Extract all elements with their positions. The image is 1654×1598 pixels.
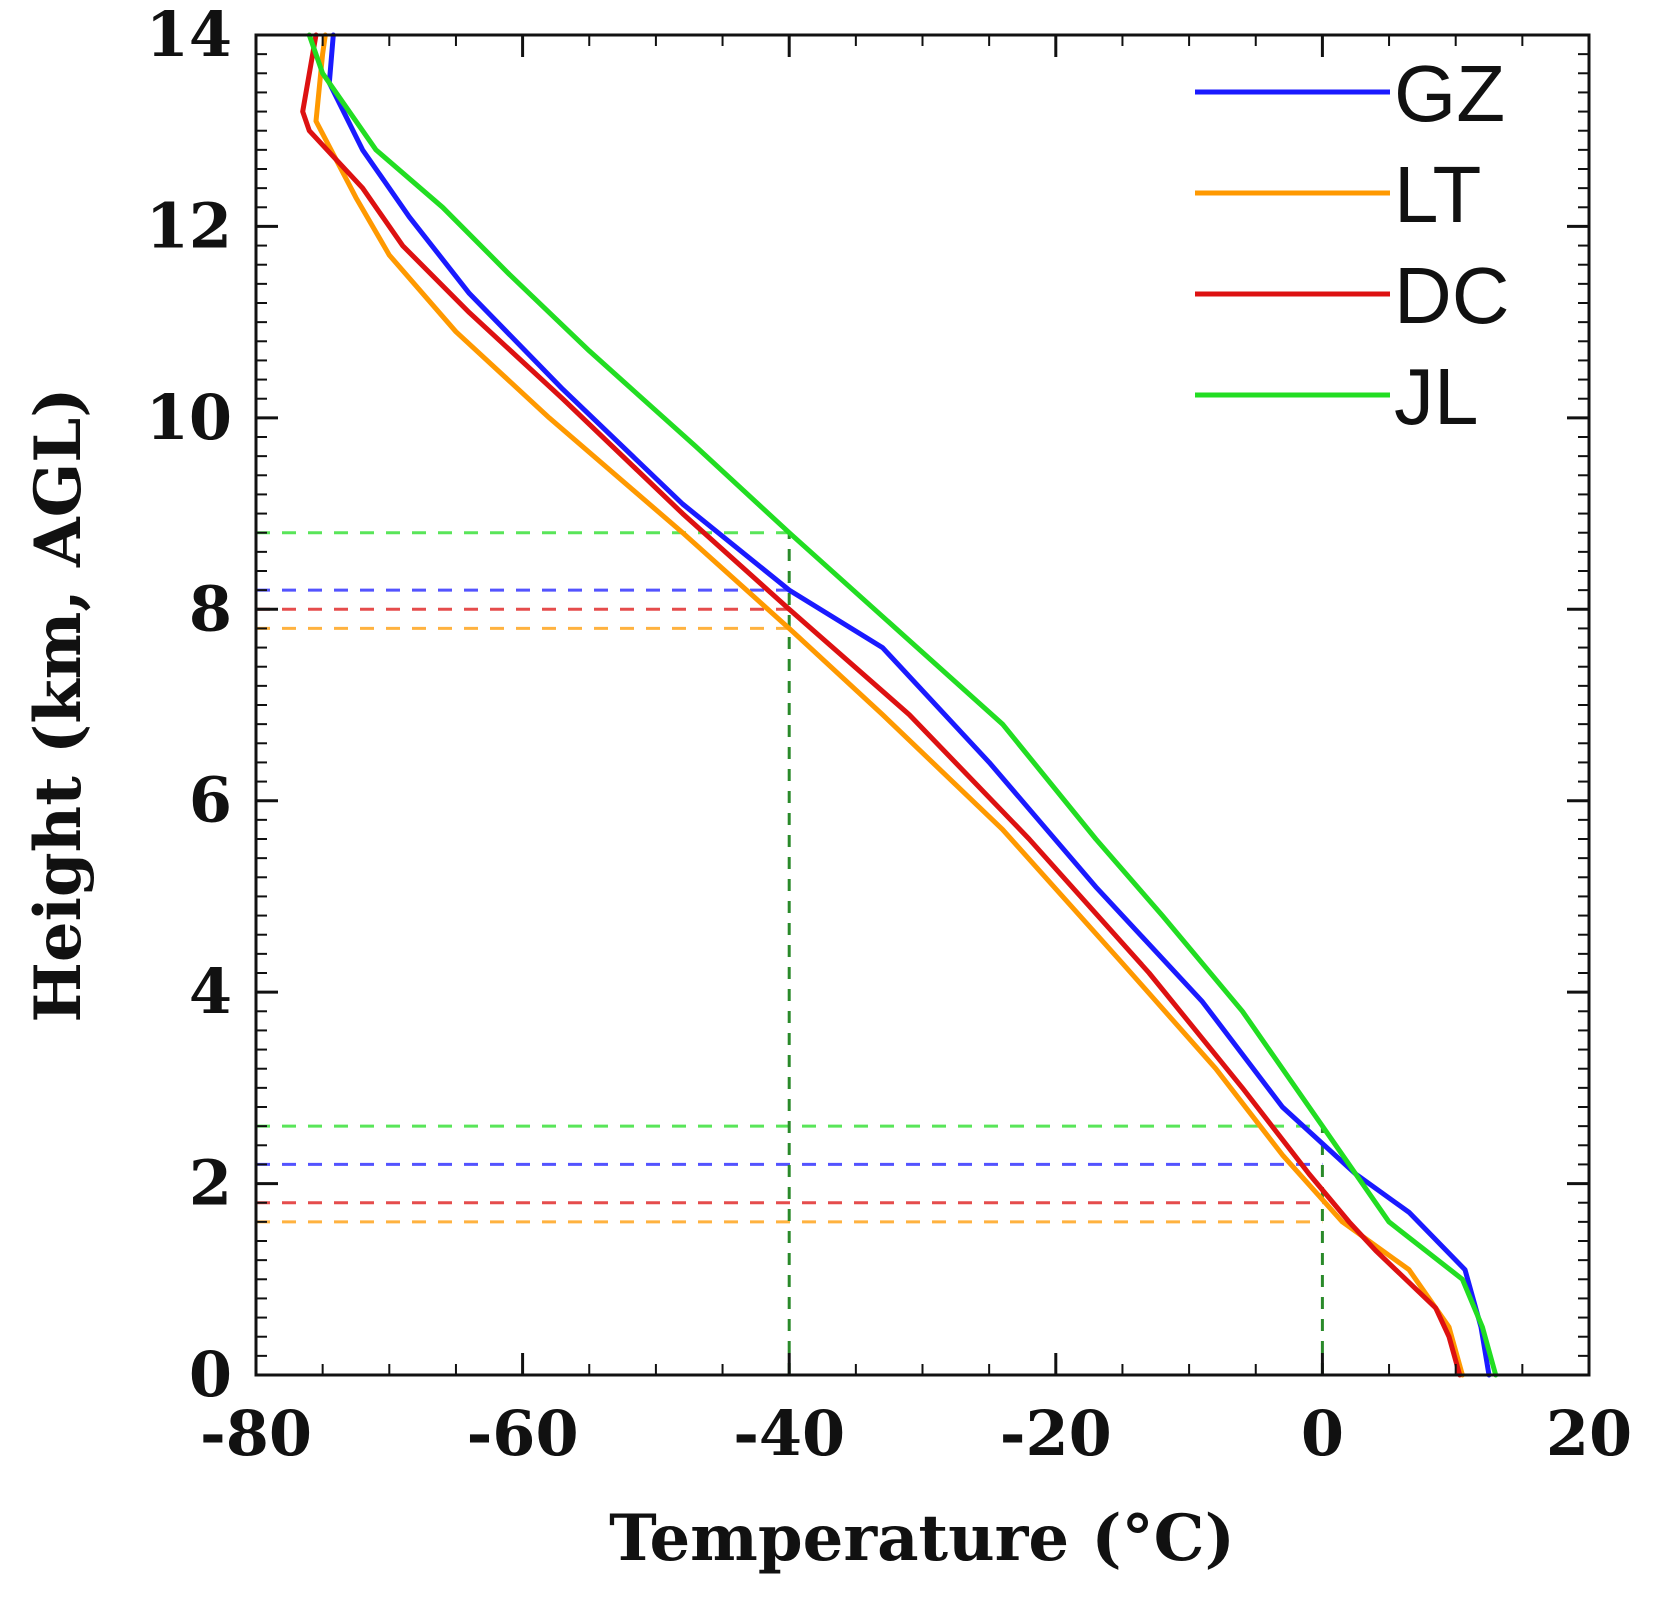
legend-label: JL xyxy=(1394,352,1479,441)
tick-labels: -80 -60 -40 -20 0 20 0 2 4 6 8 10 12 14 xyxy=(146,0,1632,1470)
y-tick-label: 10 xyxy=(146,381,232,454)
y-tick-label: 2 xyxy=(189,1147,232,1220)
legend-label: DC xyxy=(1394,251,1510,340)
y-axis-title: Height (km, AGL) xyxy=(21,387,96,1022)
series-line-gz xyxy=(326,32,1492,1378)
x-axis-title: Temperature (°C) xyxy=(609,1501,1235,1576)
reference-lines xyxy=(256,531,1324,1375)
plot-frame xyxy=(254,33,1591,1377)
legend-item-gz: GZ xyxy=(1195,49,1505,138)
legend-label: GZ xyxy=(1394,49,1505,138)
y-tick-label: 6 xyxy=(189,764,232,837)
series-line-jl xyxy=(306,32,1499,1378)
y-tick-label: 4 xyxy=(189,955,232,1028)
x-tick-label: -60 xyxy=(467,1397,579,1470)
legend-item-dc: DC xyxy=(1195,251,1510,340)
series-lines xyxy=(300,32,1499,1378)
x-tick-label: -20 xyxy=(1000,1397,1112,1470)
legend-item-lt: LT xyxy=(1195,150,1481,239)
x-tick-label: -40 xyxy=(733,1397,845,1470)
y-tick-label: 12 xyxy=(146,189,232,262)
axis-ticks xyxy=(254,33,1591,1377)
series-line-lt xyxy=(313,32,1465,1378)
legend-label: LT xyxy=(1394,150,1481,239)
legend: GZ LT DC JL xyxy=(1195,49,1510,441)
y-tick-label: 14 xyxy=(146,0,232,71)
y-tick-label: 0 xyxy=(189,1338,232,1411)
series-line-dc xyxy=(300,32,1463,1378)
legend-item-jl: JL xyxy=(1195,352,1479,441)
x-tick-label: 0 xyxy=(1301,1397,1344,1470)
y-tick-label: 8 xyxy=(189,572,232,645)
x-tick-label: 20 xyxy=(1546,1397,1632,1470)
x-tick-label: -80 xyxy=(200,1397,312,1470)
